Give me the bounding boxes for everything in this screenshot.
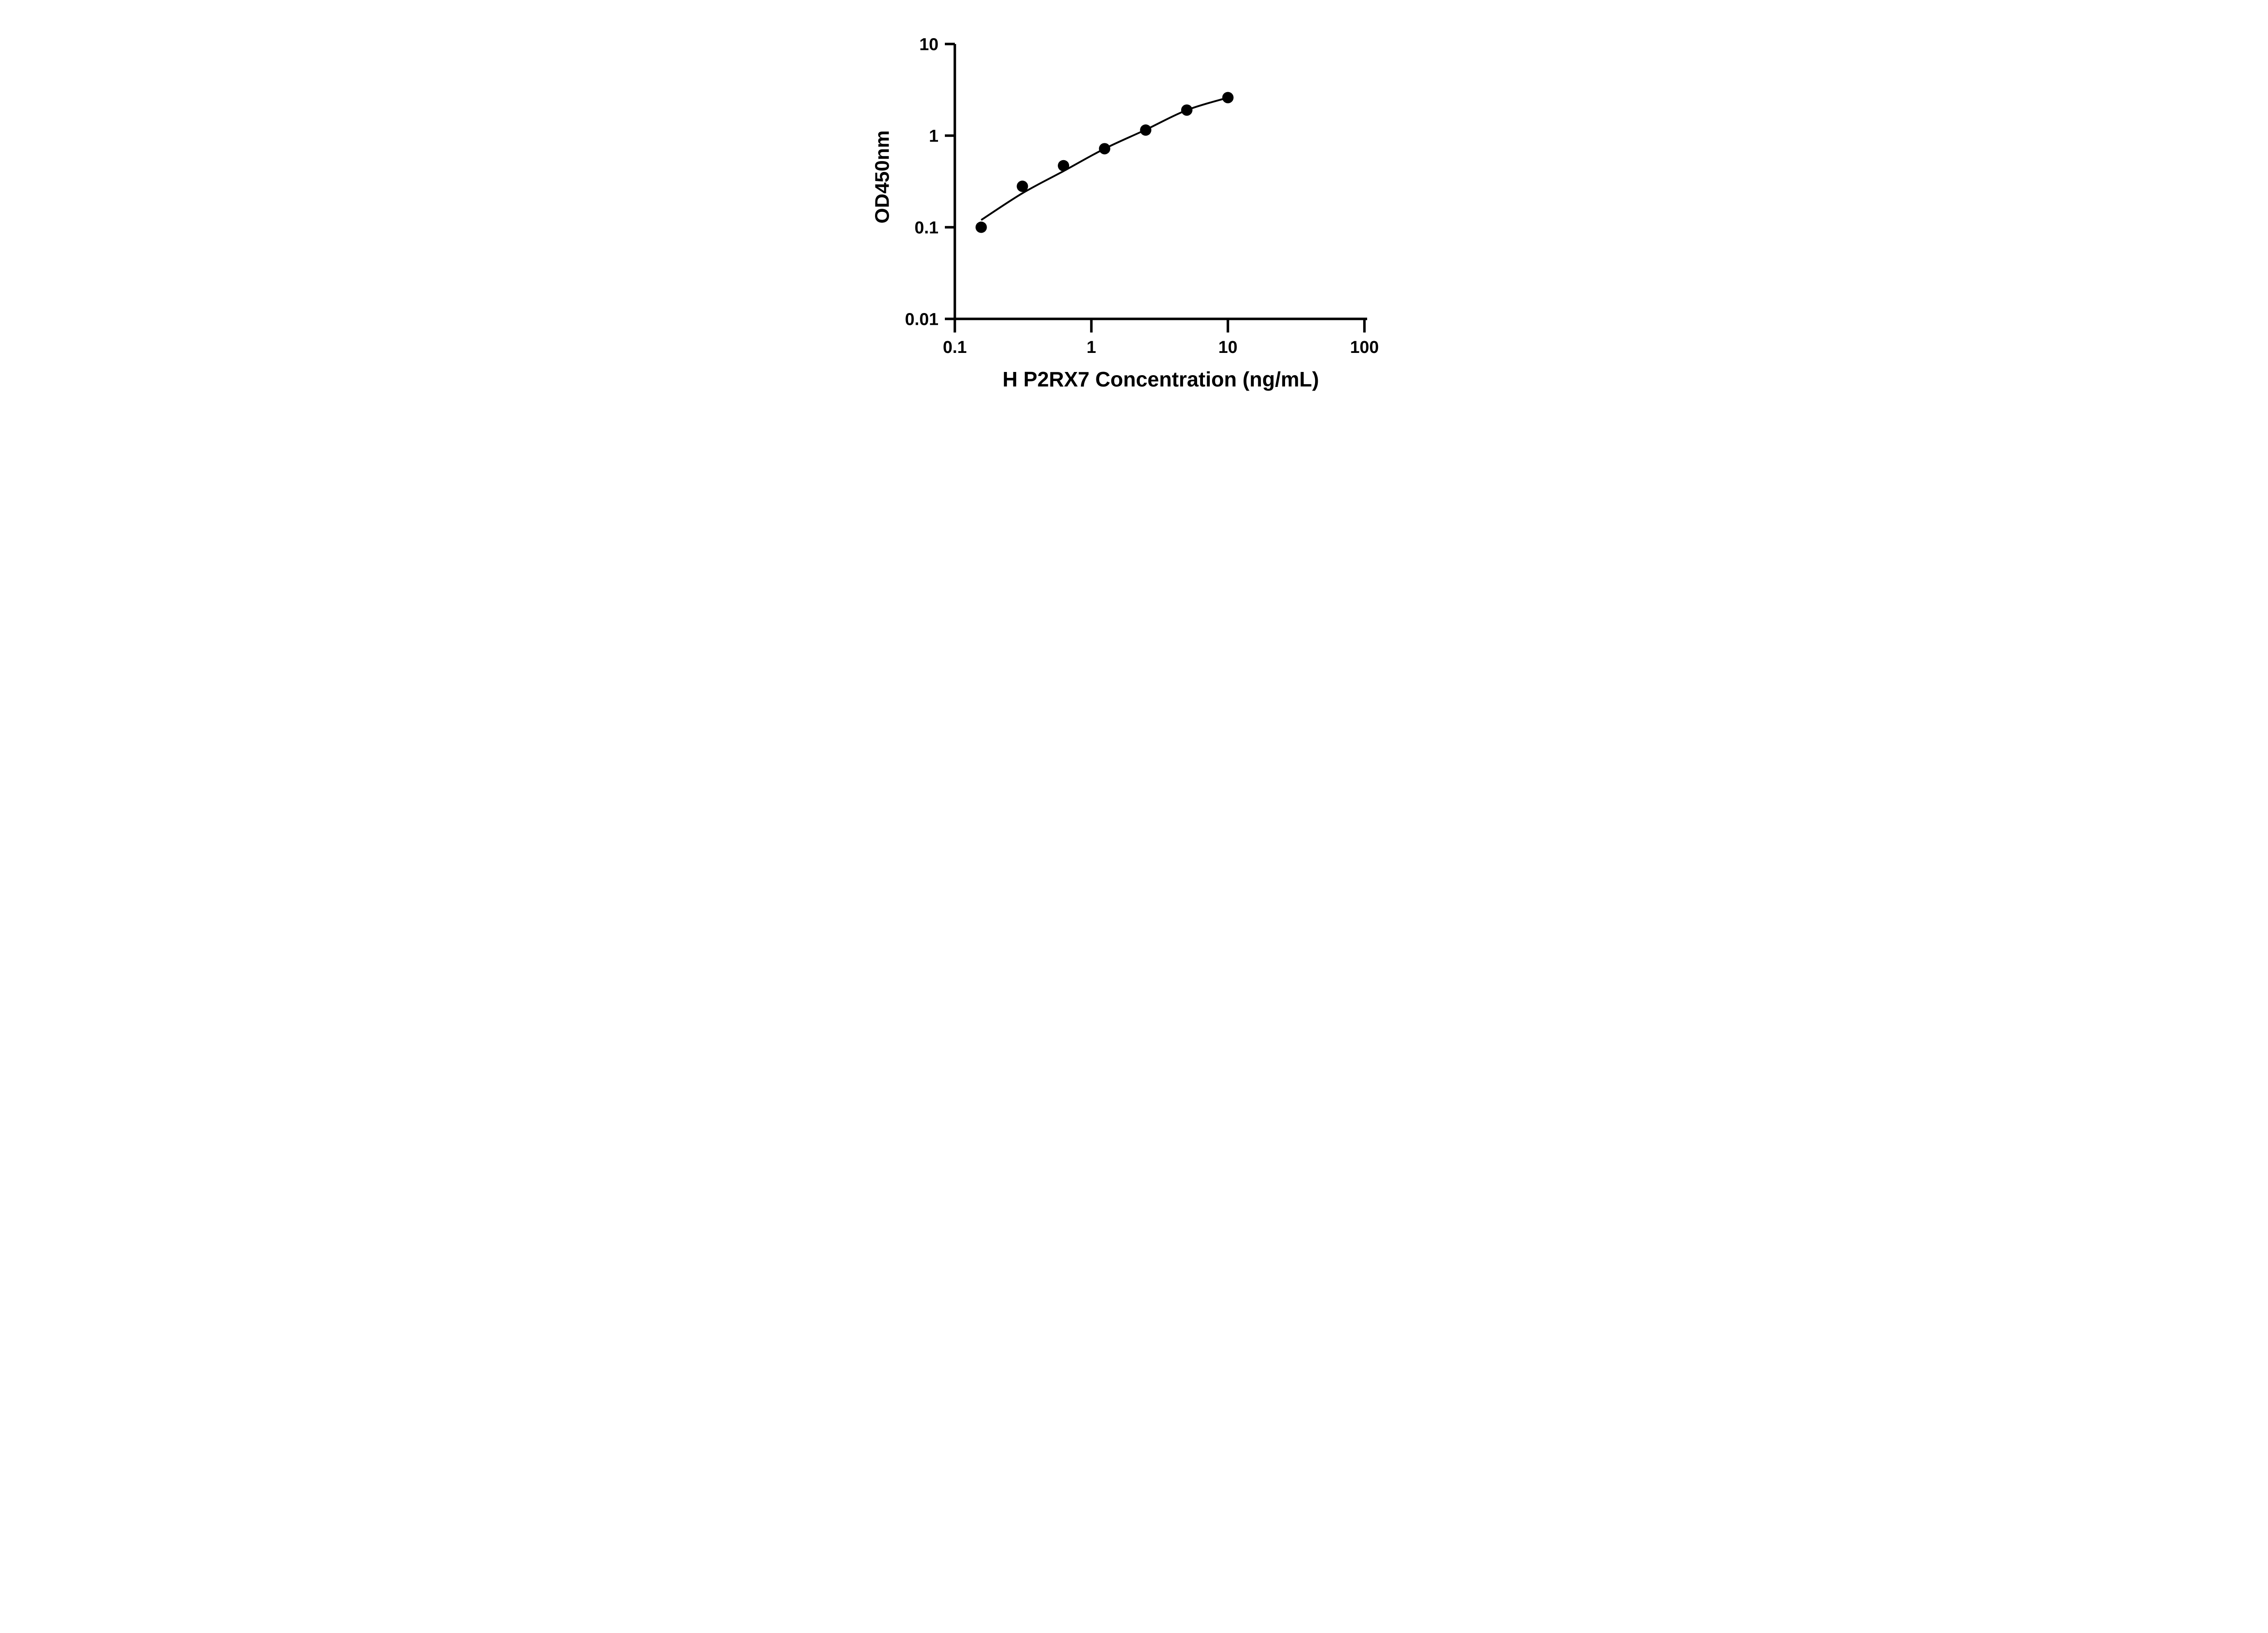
- data-point: [1099, 143, 1110, 155]
- data-point: [975, 221, 987, 233]
- data-point: [1140, 124, 1152, 136]
- x-tick-label: 0.1: [943, 338, 967, 357]
- x-tick-label: 1: [1086, 338, 1096, 357]
- data-point: [1017, 181, 1028, 192]
- y-tick-label: 1: [929, 127, 938, 146]
- y-tick-label: 0.01: [905, 310, 938, 329]
- y-tick-label: 0.1: [914, 218, 938, 237]
- y-axis-title: OD450nm: [871, 130, 893, 223]
- x-axis-title: H P2RX7 Concentration (ng/mL): [1002, 367, 1319, 391]
- data-point: [1181, 104, 1193, 116]
- y-tick-label: 10: [919, 35, 938, 54]
- fit-curve-line: [981, 97, 1228, 221]
- data-point: [1058, 160, 1070, 171]
- elisa-standard-curve-figure: 0.01 0.1 1 10 0.1 1 10 100 OD450nm H P2RX7 Conc…: [843, 0, 1425, 408]
- plot-layer: 0.01 0.1 1 10 0.1 1 10 100: [905, 35, 1379, 357]
- x-tick-label: 100: [1350, 338, 1378, 357]
- standard-curve-chart: 0.01 0.1 1 10 0.1 1 10 100 OD450nm H P2RX7 Conc…: [843, 0, 1425, 408]
- data-point: [1222, 92, 1234, 103]
- x-tick-label: 10: [1218, 338, 1237, 357]
